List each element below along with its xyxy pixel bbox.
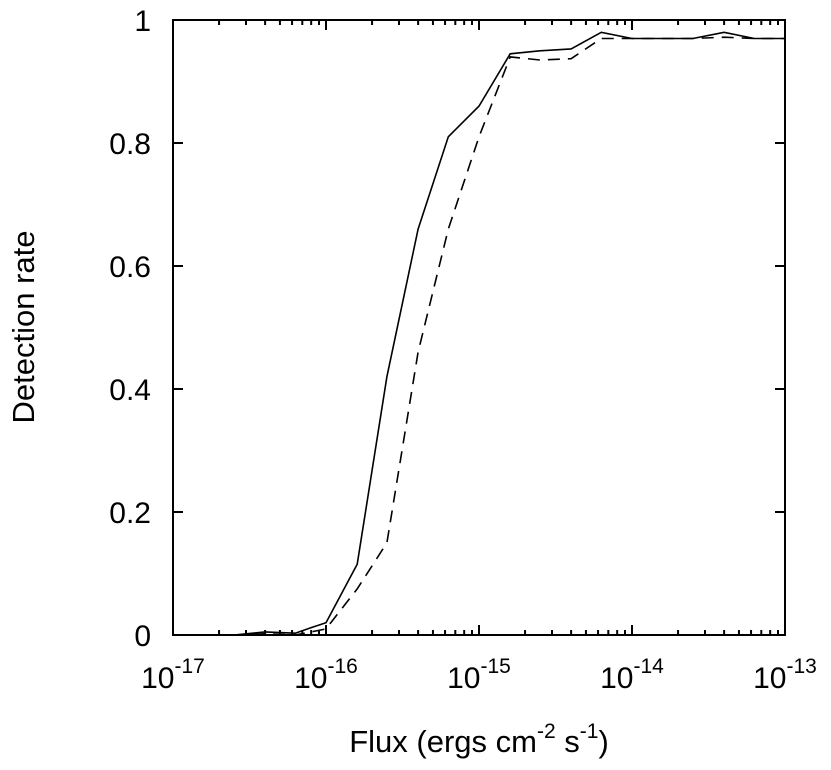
series-line-solid	[173, 31, 785, 636]
x-tick-label: 10-13	[753, 655, 817, 695]
y-tick-label: 0.4	[109, 374, 151, 407]
x-tick-label: 10-16	[294, 655, 358, 695]
x-tick-label: 10-15	[447, 655, 511, 695]
x-tick-label: 10-14	[600, 655, 664, 695]
y-tick-label: 0.8	[109, 128, 151, 161]
x-tick-base: 10	[447, 662, 480, 695]
y-tick-label: 1	[134, 5, 151, 38]
x-tick-exponent: -13	[787, 655, 817, 678]
x-axis-label-superscript: -1	[580, 720, 599, 743]
y-tick-label: 0	[134, 620, 151, 653]
y-tick-label: 0.6	[109, 251, 151, 284]
x-axis-label-text: Flux (ergs cm	[349, 724, 537, 759]
x-tick-exponent: -17	[175, 655, 205, 678]
x-axis-label-text: s	[556, 724, 580, 759]
series-layer	[173, 31, 785, 636]
x-tick-exponent: -14	[634, 655, 665, 678]
y-tick-label: 0.2	[109, 497, 151, 530]
x-tick-exponent: -16	[328, 655, 358, 678]
x-tick-exponent: -15	[481, 655, 511, 678]
ticks-layer	[172, 19, 786, 636]
y-axis-label: Detection rate	[6, 231, 41, 424]
x-tick-base: 10	[753, 662, 786, 695]
x-tick-base: 10	[600, 662, 633, 695]
x-tick-label: 10-17	[141, 655, 205, 695]
x-axis-label-text: )	[598, 724, 608, 759]
x-tick-base: 10	[294, 662, 327, 695]
x-axis-label: Flux (ergs cm-2 s-1)	[349, 720, 609, 759]
plot-frame	[172, 19, 786, 636]
x-tick-base: 10	[141, 662, 174, 695]
series-line-dashed	[173, 36, 785, 636]
x-axis-label-superscript: -2	[537, 720, 556, 743]
